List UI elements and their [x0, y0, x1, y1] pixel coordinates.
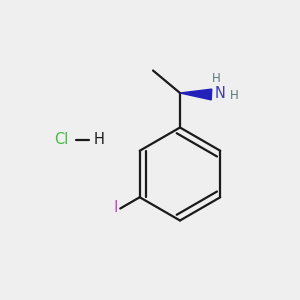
Polygon shape: [180, 89, 212, 100]
Text: H: H: [230, 89, 238, 102]
Text: Cl: Cl: [54, 132, 68, 147]
Text: H: H: [94, 132, 104, 147]
Text: N: N: [215, 85, 226, 100]
Text: H: H: [212, 72, 221, 85]
Text: I: I: [114, 200, 118, 215]
